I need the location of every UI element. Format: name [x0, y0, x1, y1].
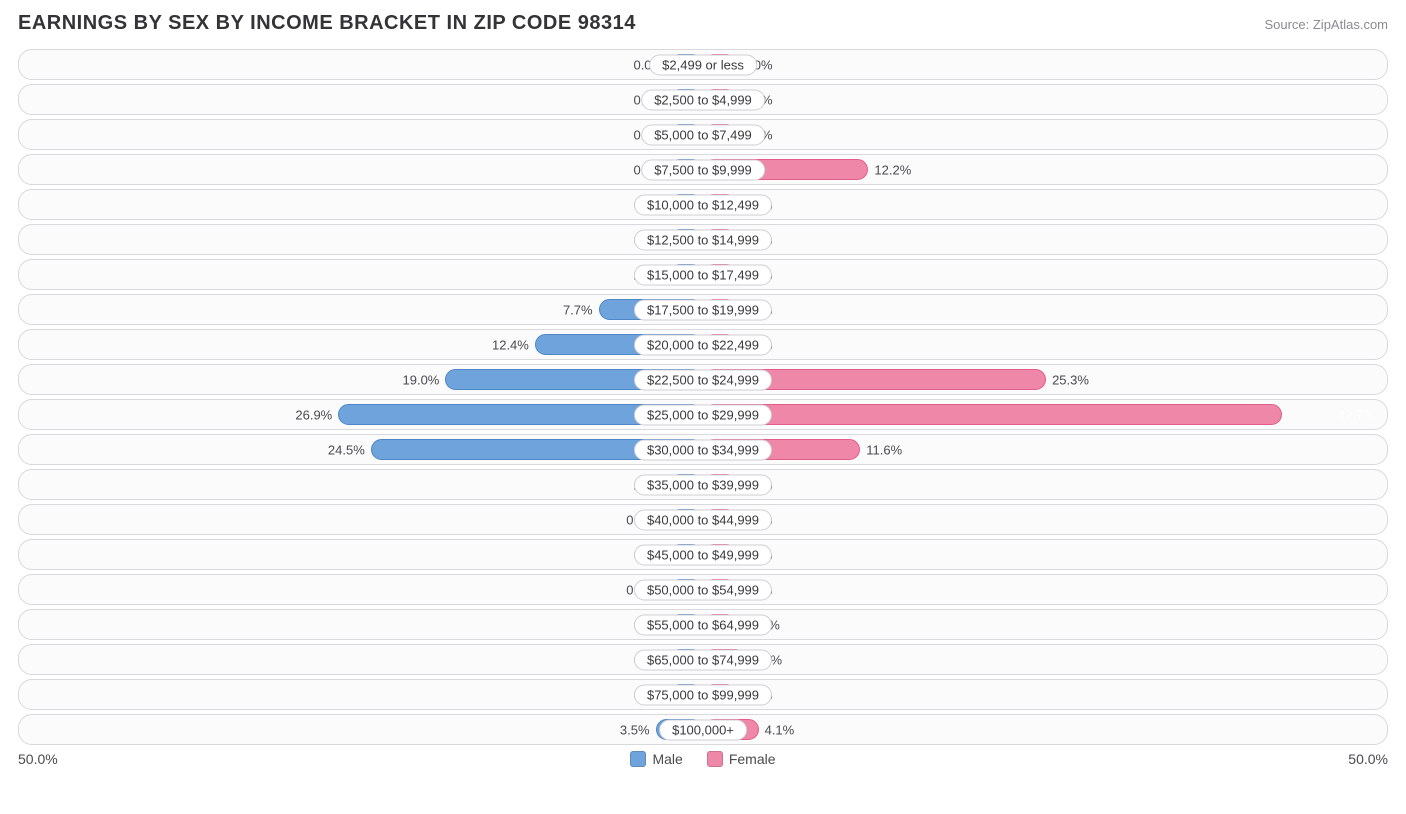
chart-title: EARNINGS BY SEX BY INCOME BRACKET IN ZIP… — [18, 12, 636, 35]
category-label: $12,500 to $14,999 — [634, 229, 772, 250]
male-value-label: 26.9% — [295, 407, 332, 422]
chart-row: 3.5% 4.1% $100,000+ — [18, 714, 1388, 745]
category-label: $40,000 to $44,999 — [634, 509, 772, 530]
chart-row: 0.0%0.0%$2,500 to $4,999 — [18, 84, 1388, 115]
chart-row: 0.0%0.0%$45,000 to $49,999 — [18, 539, 1388, 570]
chart-row: 0.0%0.0%$75,000 to $99,999 — [18, 679, 1388, 710]
axis-right-max: 50.0% — [1348, 751, 1388, 767]
chart-source: Source: ZipAtlas.com — [1264, 17, 1388, 32]
category-label: $100,000+ — [659, 719, 747, 740]
chart-row: 0.95%0.0%$50,000 to $54,999 — [18, 574, 1388, 605]
category-label: $65,000 to $74,999 — [634, 649, 772, 670]
chart-row: 0.0%0.0%$12,500 to $14,999 — [18, 224, 1388, 255]
chart-row: 0.0%0.0%$10,000 to $12,499 — [18, 189, 1388, 220]
category-label: $5,000 to $7,499 — [641, 124, 765, 145]
chart-row: 2.3%0.0%$35,000 to $39,999 — [18, 469, 1388, 500]
category-label: $25,000 to $29,999 — [634, 404, 772, 425]
male-value-label: 7.7% — [563, 302, 593, 317]
female-bar — [703, 404, 1282, 425]
female-value-label: 4.1% — [765, 722, 795, 737]
chart-row: 12.4%0.0%$20,000 to $22,499 — [18, 329, 1388, 360]
category-label: $55,000 to $64,999 — [634, 614, 772, 635]
chart-row: 0.0%12.2%$7,500 to $9,999 — [18, 154, 1388, 185]
female-value-label: 42.7% — [1338, 407, 1375, 422]
category-label: $45,000 to $49,999 — [634, 544, 772, 565]
legend: Male Female — [630, 751, 775, 767]
female-value-label: 11.6% — [866, 442, 902, 457]
legend-item-female: Female — [707, 751, 776, 767]
male-value-label: 24.5% — [328, 442, 365, 457]
chart-row: 0.0%3.2%$65,000 to $74,999 — [18, 644, 1388, 675]
chart-row: 7.7%0.0%$17,500 to $19,999 — [18, 294, 1388, 325]
category-label: $75,000 to $99,999 — [634, 684, 772, 705]
male-value-label: 19.0% — [403, 372, 440, 387]
chart-row: 19.0% 25.3% $22,500 to $24,999 — [18, 364, 1388, 395]
chart-footer: 50.0% Male Female 50.0% — [18, 751, 1388, 767]
category-label: $35,000 to $39,999 — [634, 474, 772, 495]
chart-row: 0.0%0.0%$2,499 or less — [18, 49, 1388, 80]
chart-row: 0.43%0.0%$40,000 to $44,999 — [18, 504, 1388, 535]
category-label: $2,500 to $4,999 — [641, 89, 765, 110]
legend-male-label: Male — [652, 751, 682, 767]
legend-female-label: Female — [729, 751, 776, 767]
chart-row: 2.3%0.0%$15,000 to $17,499 — [18, 259, 1388, 290]
chart-row: 0.0%0.0%$5,000 to $7,499 — [18, 119, 1388, 150]
category-label: $15,000 to $17,499 — [634, 264, 772, 285]
female-value-label: 12.2% — [874, 162, 911, 177]
category-label: $30,000 to $34,999 — [634, 439, 772, 460]
female-swatch-icon — [707, 751, 723, 767]
diverging-bar-chart: 0.0%0.0%$2,499 or less 0.0%0.0%$2,500 to … — [18, 49, 1388, 745]
chart-row: 0.0%0.87%$55,000 to $64,999 — [18, 609, 1388, 640]
chart-header: EARNINGS BY SEX BY INCOME BRACKET IN ZIP… — [18, 12, 1388, 35]
category-label: $50,000 to $54,999 — [634, 579, 772, 600]
axis-left-max: 50.0% — [18, 751, 58, 767]
category-label: $20,000 to $22,499 — [634, 334, 772, 355]
category-label: $10,000 to $12,499 — [634, 194, 772, 215]
male-value-label: 3.5% — [620, 722, 650, 737]
chart-row: 26.9% 42.7% $25,000 to $29,999 — [18, 399, 1388, 430]
category-label: $22,500 to $24,999 — [634, 369, 772, 390]
category-label: $7,500 to $9,999 — [641, 159, 765, 180]
category-label: $17,500 to $19,999 — [634, 299, 772, 320]
female-value-label: 25.3% — [1052, 372, 1089, 387]
chart-row: 24.5% 11.6% $30,000 to $34,999 — [18, 434, 1388, 465]
category-label: $2,499 or less — [649, 54, 757, 75]
male-swatch-icon — [630, 751, 646, 767]
legend-item-male: Male — [630, 751, 682, 767]
male-value-label: 12.4% — [492, 337, 529, 352]
